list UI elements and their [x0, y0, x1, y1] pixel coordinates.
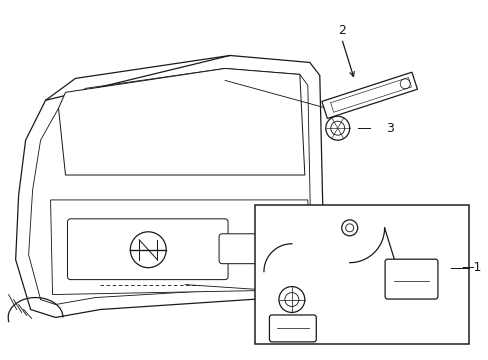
FancyBboxPatch shape [269, 315, 316, 342]
Polygon shape [59, 68, 304, 175]
FancyBboxPatch shape [385, 259, 437, 299]
Bar [254, 205, 468, 345]
FancyBboxPatch shape [67, 219, 227, 280]
FancyBboxPatch shape [219, 234, 276, 264]
Polygon shape [16, 55, 324, 318]
Polygon shape [321, 72, 417, 118]
Text: —1: —1 [461, 261, 481, 274]
Polygon shape [50, 200, 309, 294]
Text: 2: 2 [337, 24, 345, 37]
Text: 3: 3 [385, 122, 393, 135]
